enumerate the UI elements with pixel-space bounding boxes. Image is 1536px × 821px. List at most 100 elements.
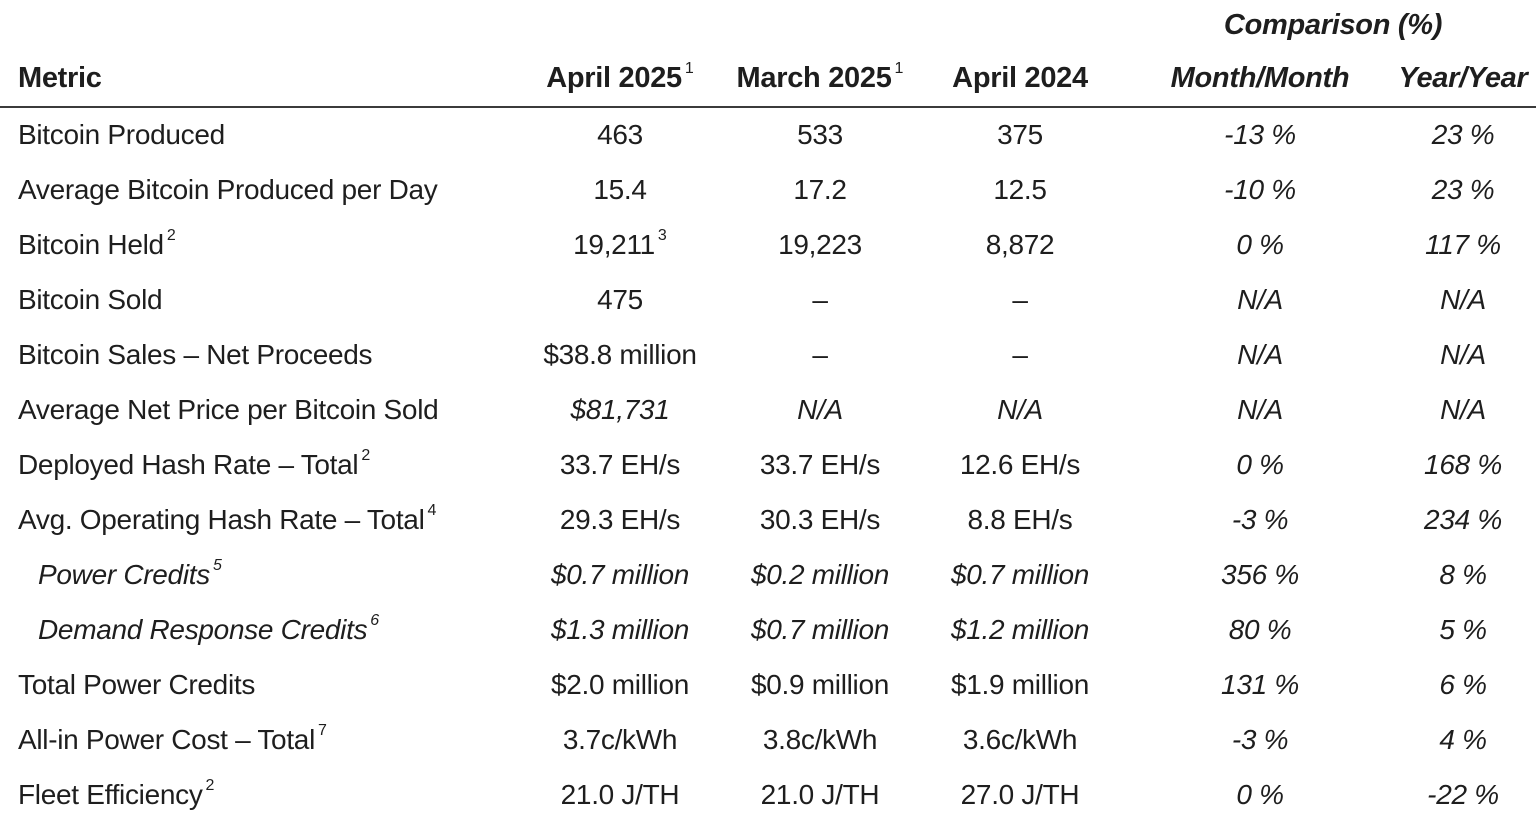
metric-label: Deployed Hash Rate – Total [18, 448, 359, 480]
footnote-marker: 6 [370, 611, 380, 629]
comparison-cell-year-year: 4 % [1439, 723, 1487, 755]
comparison-cell-year-year: 117 % [1425, 228, 1501, 260]
metric-cell: Bitcoin Held 2 [0, 217, 510, 272]
metric-label: Total Power Credits [18, 668, 256, 700]
metric-cell: All-in Power Cost – Total 7 [0, 712, 510, 767]
comparison-cell-year-year: 6 % [1439, 668, 1487, 700]
column-header-april-2025-label: April 2025 [546, 61, 682, 94]
column-header-metric-label: Metric [18, 61, 102, 94]
table-row: Fleet Efficiency 2 21.0 J/TH 21.0 J/TH 27… [0, 767, 1536, 821]
metric-cell: Demand Response Credits 6 [0, 602, 510, 657]
comparison-cell-month-month: 356 % [1221, 558, 1299, 590]
metric-label: Power Credits [38, 558, 210, 590]
value-cell-april-2025: 15.4 [593, 173, 647, 205]
table-row: Avg. Operating Hash Rate – Total 4 29.3 E… [0, 492, 1536, 547]
value-cell-april-2025: $38.8 million [543, 338, 697, 370]
value-cell-april-2024: $1.9 million [950, 668, 1090, 700]
comparison-cell-year-year: N/A [1440, 283, 1486, 315]
metric-cell: Average Net Price per Bitcoin Sold [0, 382, 510, 437]
column-header-april-2024: April 2024 [910, 50, 1130, 108]
comparison-cell-month-month: N/A [1237, 338, 1283, 370]
column-header-march-2025: March 2025 1 [730, 50, 910, 108]
value-cell-april-2024: 12.5 [993, 173, 1047, 205]
footnote-marker: 2 [166, 226, 176, 244]
value-cell-april-2024: $0.7 million [950, 558, 1090, 590]
table-row: Power Credits 5 $0.7 million $0.2 million… [0, 547, 1536, 602]
table-row: Average Bitcoin Produced per Day 15.4 17… [0, 162, 1536, 217]
comparison-cell-month-month: -13 % [1224, 119, 1296, 150]
footnote-marker: 1 [684, 59, 694, 77]
comparison-cell-month-month: 0 % [1236, 778, 1284, 810]
column-header-row: Metric April 2025 1 March 2025 1 April 202… [0, 50, 1536, 108]
footnote-marker: 1 [894, 59, 904, 77]
comparison-cell-month-month: 131 % [1221, 668, 1299, 700]
footnote-marker: 2 [361, 446, 371, 464]
metric-label: Demand Response Credits [38, 613, 368, 645]
comparison-cell-month-month: 80 % [1228, 613, 1292, 645]
metric-cell: Avg. Operating Hash Rate – Total 4 [0, 492, 510, 547]
comparison-cell-year-year: N/A [1440, 338, 1486, 370]
metric-label: Average Bitcoin Produced per Day [18, 173, 438, 205]
value-cell-march-2025: – [812, 283, 828, 315]
value-cell-april-2025: $81,731 [570, 393, 670, 425]
comparison-cell-year-year: -22 % [1427, 778, 1499, 810]
value-cell-april-2025: $0.7 million [550, 558, 690, 590]
comparison-cell-month-month: 0 % [1236, 448, 1284, 480]
value-cell-april-2024: 8,872 [985, 228, 1055, 260]
value-cell-april-2025: $2.0 million [550, 668, 690, 700]
footnote-marker: 7 [318, 721, 327, 739]
value-cell-march-2025: 21.0 J/TH [760, 778, 880, 810]
comparison-group-row: Comparison (%) [0, 0, 1536, 50]
metric-label: Fleet Efficiency [18, 778, 203, 810]
metric-cell: Power Credits 5 [0, 547, 510, 602]
value-cell-march-2025: 17.2 [793, 173, 847, 205]
comparison-cell-month-month: N/A [1237, 283, 1283, 315]
metric-label: Avg. Operating Hash Rate – Total [18, 503, 425, 535]
comparison-cell-year-year: 23 % [1431, 119, 1495, 150]
value-cell-march-2025: $0.7 million [750, 613, 890, 645]
value-cell-april-2025: 33.7 EH/s [559, 448, 681, 480]
value-cell-april-2024: 375 [997, 119, 1043, 150]
comparison-cell-year-year: 5 % [1439, 613, 1487, 645]
metric-label: All-in Power Cost – Total [18, 723, 316, 755]
value-cell-march-2025: N/A [797, 393, 843, 425]
metric-label: Bitcoin Held [18, 228, 164, 260]
value-text: 19,211 [573, 228, 655, 260]
column-header-april-2024-label: April 2024 [952, 61, 1088, 94]
table-row: Bitcoin Produced 463 533 375 -13 % 23 % [0, 107, 1536, 162]
value-cell-april-2024: – [1012, 283, 1028, 315]
value-cell-april-2025: 21.0 J/TH [560, 778, 680, 810]
metric-cell: Average Bitcoin Produced per Day [0, 162, 510, 217]
table-row: All-in Power Cost – Total 7 3.7c/kWh 3.8c… [0, 712, 1536, 767]
value-cell-march-2025: 30.3 EH/s [759, 503, 881, 535]
value-cell-march-2025: $0.2 million [750, 558, 890, 590]
comparison-cell-month-month: 0 % [1236, 228, 1284, 260]
value-cell-april-2024: 27.0 J/TH [960, 778, 1080, 810]
comparison-group-header: Comparison (%) [1223, 8, 1443, 41]
value-cell-april-2024: N/A [997, 393, 1043, 425]
value-cell-april-2025: 29.3 EH/s [559, 503, 681, 535]
value-cell-march-2025: 533 [797, 119, 843, 150]
value-cell-april-2024: $1.2 million [950, 613, 1090, 645]
table-header: Comparison (%) Metric April 2025 1 March … [0, 0, 1536, 108]
metric-label: Bitcoin Sold [18, 283, 163, 315]
comparison-cell-year-year: 168 % [1424, 448, 1502, 480]
comparison-cell-year-year: 8 % [1439, 558, 1487, 590]
value-cell-april-2025: 3.7c/kWh [562, 723, 678, 755]
value-cell-april-2025: 463 [597, 119, 643, 150]
footnote-marker: 5 [212, 556, 222, 574]
value-cell-april-2024: 8.8 EH/s [967, 503, 1073, 535]
table-row: Deployed Hash Rate – Total 2 33.7 EH/s 33… [0, 437, 1536, 492]
footnote-marker: 2 [205, 776, 215, 794]
table-row: Demand Response Credits 6 $1.3 million $0… [0, 602, 1536, 657]
column-header-year-year-label: Year/Year [1398, 61, 1528, 94]
column-header-month-month: Month/Month [1130, 50, 1390, 108]
metric-label: Bitcoin Sales – Net Proceeds [18, 338, 373, 370]
value-cell-april-2024: 12.6 EH/s [959, 448, 1081, 480]
metric-cell: Bitcoin Produced [0, 107, 510, 162]
metric-label: Bitcoin Produced [18, 119, 225, 150]
column-header-year-year: Year/Year [1390, 50, 1536, 108]
metric-cell: Total Power Credits [0, 657, 510, 712]
column-header-march-2025-label: March 2025 [736, 61, 892, 94]
